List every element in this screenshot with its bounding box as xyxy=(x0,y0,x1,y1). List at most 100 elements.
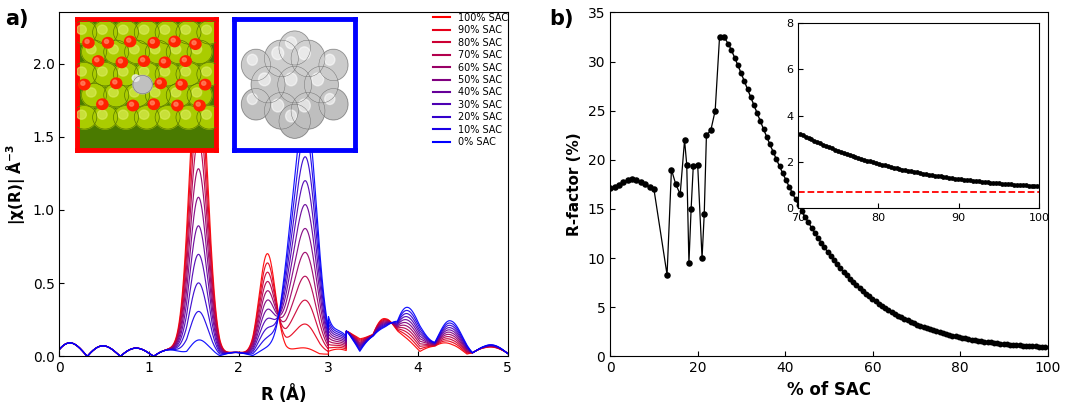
Point xyxy=(719,40,737,47)
Point xyxy=(802,225,820,231)
Point xyxy=(715,34,732,40)
Point xyxy=(960,336,977,342)
Point xyxy=(978,339,996,345)
Point xyxy=(685,162,702,169)
Point xyxy=(880,307,897,314)
Point xyxy=(672,191,689,197)
Point xyxy=(623,176,640,183)
Point xyxy=(982,339,999,346)
Point xyxy=(796,213,813,220)
Point xyxy=(867,298,885,304)
Point xyxy=(752,118,769,124)
Point xyxy=(967,337,984,344)
Point xyxy=(1024,343,1041,349)
Y-axis label: R-factor (%): R-factor (%) xyxy=(567,133,582,236)
Point xyxy=(680,260,698,266)
Point xyxy=(812,239,829,246)
Point xyxy=(809,234,826,241)
Point xyxy=(835,269,852,275)
Point xyxy=(886,311,903,317)
Point xyxy=(883,309,901,315)
Point xyxy=(739,86,756,92)
Point xyxy=(771,163,788,169)
Point xyxy=(815,244,833,250)
Point xyxy=(905,320,922,327)
Point xyxy=(908,321,926,328)
Point xyxy=(748,110,766,117)
Point xyxy=(774,170,792,176)
Text: b): b) xyxy=(549,9,573,29)
Point xyxy=(915,324,932,330)
Point xyxy=(902,318,919,325)
Point xyxy=(1034,344,1051,350)
Point xyxy=(615,179,632,186)
Point xyxy=(941,332,958,338)
Point xyxy=(799,219,816,226)
Point xyxy=(610,182,627,189)
Point xyxy=(870,300,888,307)
Point xyxy=(937,331,955,337)
Point xyxy=(755,126,772,132)
Point xyxy=(892,314,909,321)
Point xyxy=(957,335,974,342)
Point xyxy=(636,181,653,188)
Point xyxy=(822,253,839,259)
Point xyxy=(838,272,855,279)
Point xyxy=(825,257,842,264)
Point xyxy=(861,293,878,300)
Point xyxy=(851,285,868,291)
Point xyxy=(928,328,945,335)
Point xyxy=(828,261,846,267)
Point xyxy=(819,248,836,255)
Point xyxy=(761,141,779,147)
Point xyxy=(845,279,862,285)
Point xyxy=(854,288,872,294)
Point xyxy=(899,317,916,324)
Point xyxy=(758,133,775,140)
Point xyxy=(663,166,680,173)
Point xyxy=(921,326,939,333)
X-axis label: % of SAC: % of SAC xyxy=(787,381,870,399)
Point xyxy=(768,156,785,162)
Point xyxy=(1004,342,1022,348)
Point xyxy=(1030,343,1048,350)
Point xyxy=(689,162,706,168)
Point xyxy=(745,102,762,109)
Point xyxy=(778,177,795,183)
Point xyxy=(1017,342,1035,349)
Point xyxy=(1021,343,1038,349)
Point xyxy=(954,335,971,341)
Point xyxy=(735,78,753,84)
Point xyxy=(832,265,849,272)
Point xyxy=(678,162,696,168)
Point xyxy=(950,334,968,340)
Point xyxy=(726,54,743,61)
Point xyxy=(706,108,724,114)
Point xyxy=(723,47,740,54)
Point xyxy=(732,70,750,76)
Point xyxy=(806,229,823,236)
Point xyxy=(972,338,989,344)
Point xyxy=(991,340,1009,347)
Point xyxy=(729,62,746,68)
Point xyxy=(864,296,881,302)
Point xyxy=(606,184,623,191)
Point xyxy=(841,275,859,282)
Y-axis label: $\mathbf{|\chi(R)|\ \AA^{-3}}$: $\mathbf{|\chi(R)|\ \AA^{-3}}$ xyxy=(4,144,27,225)
Point xyxy=(693,255,711,261)
Point xyxy=(985,339,1002,346)
Point xyxy=(781,183,798,190)
Point xyxy=(676,137,693,143)
X-axis label: $\mathbf{R\ (\AA)}$: $\mathbf{R\ (\AA)}$ xyxy=(260,381,307,404)
Point xyxy=(702,127,719,133)
Point xyxy=(995,341,1012,347)
Text: a): a) xyxy=(5,9,29,29)
Point xyxy=(1008,342,1025,349)
Point xyxy=(711,34,728,40)
Point xyxy=(963,336,981,343)
Point xyxy=(1001,341,1018,348)
Point xyxy=(683,206,700,212)
Point xyxy=(659,272,676,278)
Point xyxy=(931,329,948,336)
Point xyxy=(874,303,891,309)
